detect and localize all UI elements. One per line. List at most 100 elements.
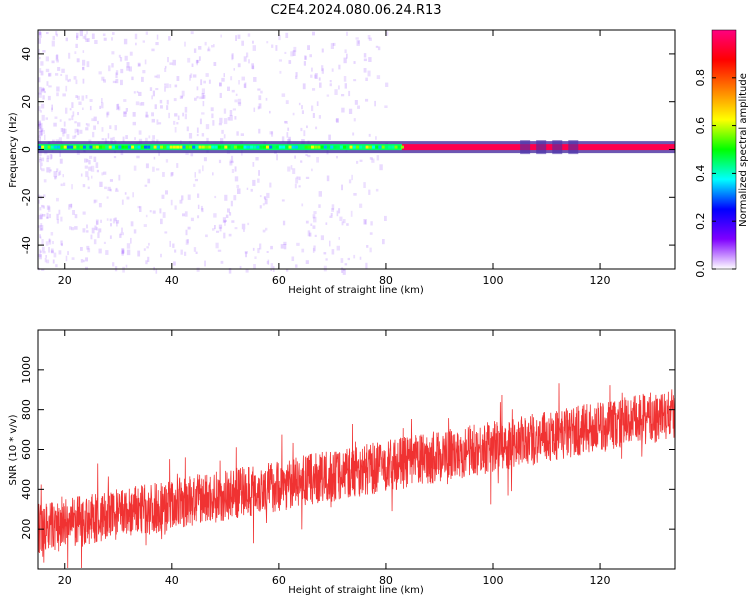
noise-speckle xyxy=(233,195,237,201)
noise-speckle xyxy=(126,62,130,68)
noise-speckle xyxy=(107,186,111,191)
noise-speckle xyxy=(90,234,93,240)
noise-speckle xyxy=(265,227,268,231)
noise-speckle xyxy=(138,130,142,135)
noise-speckle xyxy=(265,97,268,101)
band-fleck xyxy=(108,145,112,149)
noise-speckle xyxy=(259,205,262,209)
noise-speckle xyxy=(70,203,73,209)
noise-speckle xyxy=(344,263,348,266)
noise-speckle xyxy=(109,235,112,239)
band-fleck xyxy=(160,145,163,149)
noise-speckle xyxy=(85,266,88,270)
noise-speckle xyxy=(367,70,371,77)
noise-speckle xyxy=(54,176,57,180)
noise-speckle xyxy=(207,48,211,52)
noise-speckle xyxy=(164,67,167,72)
noise-speckle xyxy=(202,165,204,172)
noise-speckle xyxy=(255,157,259,161)
noise-speckle xyxy=(112,136,115,141)
noise-speckle xyxy=(311,105,314,112)
band-fleck xyxy=(327,145,331,149)
noise-speckle xyxy=(145,260,148,265)
noise-speckle xyxy=(258,95,262,101)
noise-speckle xyxy=(92,131,95,138)
noise-speckle xyxy=(190,73,193,78)
noise-speckle xyxy=(38,106,41,111)
band-fleck xyxy=(288,145,292,149)
noise-speckle xyxy=(352,132,355,136)
noise-speckle xyxy=(252,65,255,70)
noise-speckle xyxy=(250,188,253,192)
noise-speckle xyxy=(338,208,341,214)
noise-speckle xyxy=(174,127,177,133)
noise-speckle xyxy=(244,82,247,89)
noise-speckle xyxy=(68,204,71,210)
noise-speckle xyxy=(39,162,43,167)
noise-speckle xyxy=(93,116,97,122)
noise-speckle xyxy=(88,139,92,143)
noise-speckle xyxy=(45,68,50,73)
noise-speckle xyxy=(235,93,238,96)
noise-speckle xyxy=(110,223,112,227)
noise-speckle xyxy=(86,224,88,229)
noise-speckle xyxy=(105,250,109,255)
noise-speckle xyxy=(39,32,42,38)
noise-speckle xyxy=(305,220,309,224)
noise-speckle xyxy=(221,129,224,134)
noise-speckle xyxy=(201,133,205,137)
noise-speckle xyxy=(212,120,215,126)
noise-speckle xyxy=(363,68,367,73)
noise-speckle xyxy=(145,114,149,118)
noise-speckle xyxy=(326,175,330,182)
noise-speckle xyxy=(84,34,87,40)
noise-speckle xyxy=(252,179,256,186)
noise-speckle xyxy=(60,128,63,132)
band-fleck xyxy=(57,145,61,149)
band-fleck xyxy=(79,145,83,149)
noise-speckle xyxy=(103,171,107,175)
noise-speckle xyxy=(170,199,173,206)
noise-speckle xyxy=(199,118,202,125)
noise-speckle xyxy=(196,59,198,66)
noise-speckle xyxy=(99,105,101,109)
noise-speckle xyxy=(39,254,42,260)
noise-speckle xyxy=(213,44,215,48)
noise-speckle xyxy=(270,245,273,250)
noise-speckle xyxy=(252,40,254,44)
noise-speckle xyxy=(117,103,120,109)
band-fleck xyxy=(375,145,379,149)
noise-speckle xyxy=(339,216,343,221)
noise-speckle xyxy=(41,103,45,109)
noise-speckle xyxy=(106,111,110,116)
noise-speckle xyxy=(336,210,339,217)
noise-speckle xyxy=(38,138,40,143)
noise-speckle xyxy=(123,111,127,115)
noise-speckle xyxy=(329,83,332,87)
noise-speckle xyxy=(229,115,233,121)
noise-speckle xyxy=(146,246,149,249)
band-fleck xyxy=(336,145,340,149)
noise-speckle xyxy=(218,159,222,164)
noise-speckle xyxy=(61,243,63,247)
noise-speckle xyxy=(85,38,89,42)
noise-speckle xyxy=(91,118,94,122)
noise-speckle xyxy=(348,108,353,114)
noise-speckle xyxy=(276,154,278,161)
noise-speckle xyxy=(48,247,50,253)
noise-speckle xyxy=(266,251,269,253)
noise-speckle xyxy=(133,229,137,234)
noise-speckle xyxy=(89,155,93,159)
noise-speckle xyxy=(359,159,363,162)
noise-speckle xyxy=(60,73,63,76)
noise-speckle xyxy=(318,191,322,197)
band-fleck xyxy=(95,145,99,149)
noise-speckle xyxy=(343,76,347,82)
noise-speckle xyxy=(145,163,149,169)
band-fleck xyxy=(163,145,167,149)
band-fleck xyxy=(269,145,273,149)
noise-speckle xyxy=(292,112,295,116)
noise-speckle xyxy=(379,164,383,171)
noise-speckle xyxy=(314,74,317,79)
band-fleck xyxy=(304,145,308,149)
